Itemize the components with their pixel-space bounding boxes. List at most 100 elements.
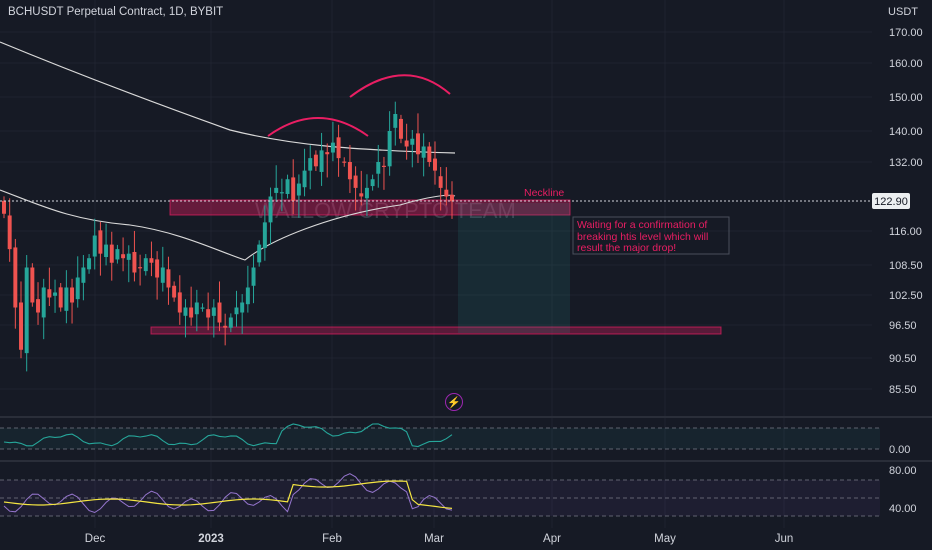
time-tick-label: Jun xyxy=(775,533,794,545)
price-scale: 170.00 160.00 150.00 140.00 132.00 116.00 108.… xyxy=(889,27,923,396)
time-tick-label: Mar xyxy=(424,533,444,545)
annotation-note: Waiting for a confirmation of breaking h… xyxy=(577,219,709,254)
candle xyxy=(166,269,171,288)
candle xyxy=(410,138,415,145)
oscillator-tick: 0.00 xyxy=(889,444,910,456)
candle xyxy=(92,235,97,257)
rsi-tick-40: 40.00 xyxy=(889,503,917,515)
candle xyxy=(415,133,420,155)
currency-label[interactable]: USDT xyxy=(888,6,918,18)
rsi-signal-line xyxy=(3,480,453,509)
time-tick-label: Apr xyxy=(543,533,561,545)
target-zone[interactable] xyxy=(150,326,722,335)
candle xyxy=(257,244,262,263)
candle xyxy=(13,247,18,308)
candle xyxy=(240,302,245,313)
price-tick-label: 90.50 xyxy=(889,353,917,365)
candle xyxy=(155,259,160,278)
candle xyxy=(194,302,199,315)
candle xyxy=(115,249,120,260)
candle xyxy=(274,187,279,193)
candle xyxy=(359,193,364,197)
candle xyxy=(398,118,403,139)
candle xyxy=(427,146,432,162)
candle xyxy=(81,267,86,283)
oscillator-band xyxy=(0,428,880,449)
candle xyxy=(217,302,222,323)
time-tick-label: Feb xyxy=(322,533,342,545)
candle xyxy=(2,200,6,214)
left-shoulder-arc[interactable] xyxy=(267,117,369,137)
candle xyxy=(364,187,369,199)
candle xyxy=(245,287,250,305)
candle xyxy=(251,267,256,286)
candle xyxy=(47,289,52,298)
candles xyxy=(2,101,454,372)
candle xyxy=(126,253,131,260)
candle xyxy=(444,189,449,197)
candle xyxy=(421,146,426,158)
candle xyxy=(353,175,358,188)
price-tick-label: 140.00 xyxy=(889,126,923,138)
candle xyxy=(387,131,392,167)
candle xyxy=(58,287,63,308)
time-scale: Dec 2023 Feb Mar Apr May Jun xyxy=(85,533,794,545)
current-price-tag xyxy=(872,193,910,209)
candle xyxy=(313,154,318,167)
candle xyxy=(24,267,29,354)
candle xyxy=(183,307,188,316)
ma-fast-line xyxy=(0,189,456,261)
candle xyxy=(262,222,267,249)
candle xyxy=(19,302,23,350)
candle xyxy=(285,179,290,194)
candle xyxy=(104,244,109,258)
candle xyxy=(36,299,41,313)
head-arc[interactable] xyxy=(349,74,451,98)
candle xyxy=(450,194,454,202)
candle xyxy=(75,277,80,300)
price-tick-label: 108.50 xyxy=(889,260,923,272)
candle xyxy=(336,137,341,159)
candle xyxy=(302,170,307,188)
time-tick-label: 2023 xyxy=(198,533,224,545)
flash-icon[interactable]: ⚡ xyxy=(445,393,463,411)
candle xyxy=(268,196,273,223)
candle xyxy=(319,150,324,172)
candle xyxy=(87,258,92,270)
candle xyxy=(98,230,103,254)
current-price-label: 122.90 xyxy=(874,196,908,208)
candle xyxy=(370,179,375,187)
candle xyxy=(121,254,126,259)
candle xyxy=(132,251,137,273)
price-tick-label: 132.00 xyxy=(889,157,923,169)
candle xyxy=(138,267,143,269)
price-tick-label: 85.50 xyxy=(889,384,917,396)
short-position-box[interactable] xyxy=(458,203,570,333)
candle xyxy=(41,287,46,318)
candle xyxy=(438,176,443,188)
candle xyxy=(381,165,386,167)
candle xyxy=(291,177,296,201)
candle xyxy=(342,161,347,163)
candle xyxy=(393,114,398,128)
candle xyxy=(200,307,205,309)
candle xyxy=(279,192,284,194)
price-tick-label: 96.50 xyxy=(889,320,917,332)
candle xyxy=(376,162,381,174)
neckline-label: Neckline xyxy=(524,187,564,199)
price-tick-label: 170.00 xyxy=(889,27,923,39)
candle xyxy=(223,325,228,328)
rsi-line xyxy=(3,473,453,514)
candle xyxy=(228,317,233,328)
candle xyxy=(433,158,437,171)
candle xyxy=(149,258,154,263)
rsi-band xyxy=(0,480,880,516)
candle xyxy=(296,183,301,196)
candle xyxy=(330,142,335,153)
price-tick-label: 116.00 xyxy=(889,226,922,238)
candle xyxy=(308,158,313,171)
candle xyxy=(347,162,352,180)
price-tick-label: 102.50 xyxy=(889,290,923,302)
time-tick-label: May xyxy=(654,533,676,545)
